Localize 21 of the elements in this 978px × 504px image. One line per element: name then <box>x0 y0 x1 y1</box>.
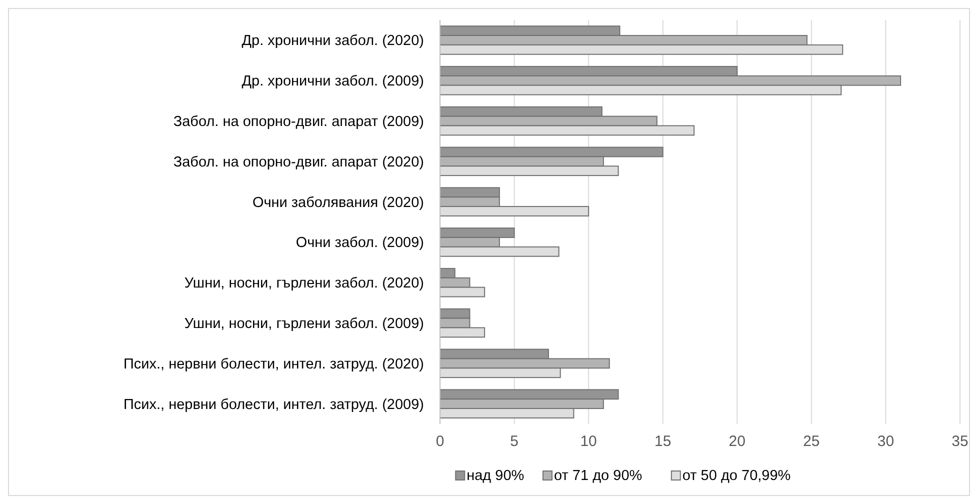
y-tick-label: Ушни, носни, гърлени забол. (2020) <box>184 276 424 292</box>
y-tick-label: Очни заболявания (2020) <box>252 194 424 211</box>
legend-label: от 71 до 90% <box>554 468 642 484</box>
y-tick-label: Псих., нервни болести, интел. затруд. (2020) <box>123 356 424 372</box>
y-tick-label: Др. хронични забол. (2020) <box>242 33 424 50</box>
x-tick-label: 10 <box>580 433 597 450</box>
x-tick-label: 15 <box>654 433 672 450</box>
x-tick-label: 5 <box>510 433 518 450</box>
x-tick-label: 20 <box>728 433 746 450</box>
legend-label: над 90% <box>466 468 524 484</box>
x-tick-label: 35 <box>952 433 968 450</box>
y-tick-label: Забол. на опорно-двиг. апарат (2020) <box>173 154 424 170</box>
y-tick-label: Ушни, носни, гърлени забол. (2009) <box>184 316 424 332</box>
y-tick-label: Псих., нервни болести, интел. затруд. (2009) <box>123 396 424 413</box>
x-tick-label: 0 <box>436 433 444 450</box>
y-tick-label: Очни забол. (2009) <box>296 235 424 252</box>
y-tick-label: Др. хронични забол. (2009) <box>242 74 424 90</box>
y-tick-label: Забол. на опорно-двиг. апарат (2009) <box>173 114 424 130</box>
legend-label: от 50 до 70,99% <box>682 468 791 484</box>
x-tick-label: 30 <box>877 433 894 450</box>
x-tick-label: 25 <box>803 433 820 450</box>
